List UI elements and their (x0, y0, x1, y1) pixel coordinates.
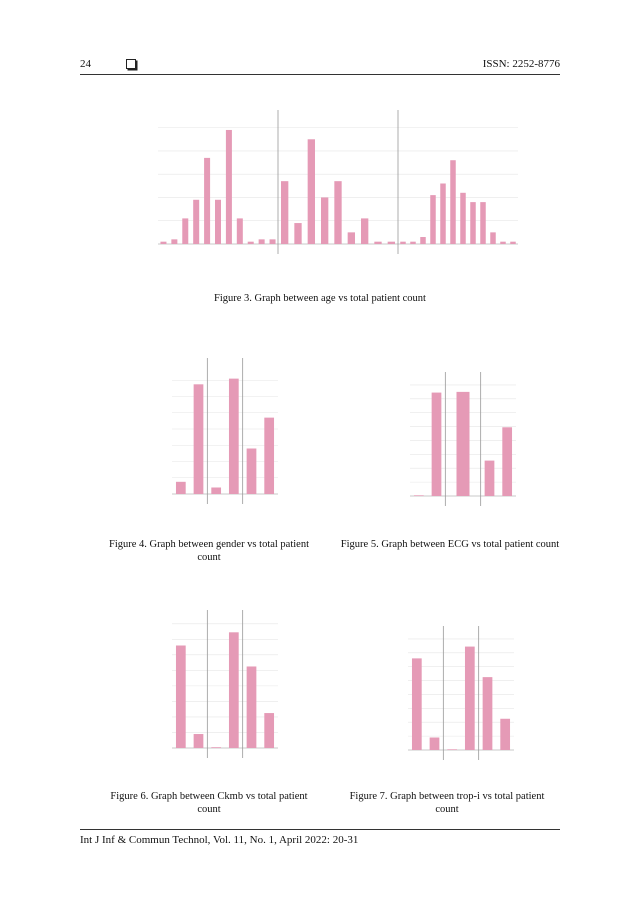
square-bullet-icon (126, 59, 136, 69)
bar (410, 241, 416, 244)
bar (228, 378, 239, 494)
bar (160, 241, 167, 244)
bar (258, 239, 265, 244)
bar (361, 218, 369, 244)
bar (294, 223, 302, 244)
caption-fig7: Figure 7. Graph between trop-i vs total … (336, 790, 558, 816)
chart-gender (172, 358, 278, 504)
caption-fig7-line1: Figure 7. Graph between trop-i vs total … (349, 791, 545, 802)
bar (334, 181, 342, 244)
bar (411, 658, 422, 750)
bar (490, 232, 496, 244)
page-number: 24 (80, 58, 91, 70)
bar (430, 195, 436, 244)
chart-tropi (408, 626, 514, 760)
caption-fig6-line2: count (197, 804, 221, 815)
bar (460, 192, 466, 244)
footer-rule (80, 829, 560, 830)
bar (193, 734, 204, 748)
bar (204, 157, 211, 244)
bar (321, 197, 329, 244)
bar (440, 183, 446, 244)
bar (470, 202, 476, 244)
bar (236, 218, 243, 244)
bar (171, 239, 178, 244)
bar (482, 677, 493, 750)
caption-fig6: Figure 6. Graph between Ckmb vs total pa… (98, 790, 320, 816)
bar (484, 460, 495, 496)
caption-fig4-line2: count (197, 552, 221, 563)
bar (246, 666, 257, 748)
bar (225, 129, 232, 244)
header-rule (80, 74, 560, 75)
bar (450, 160, 456, 244)
footer-citation: Int J Inf & Commun Technol, Vol. 11, No.… (80, 834, 359, 846)
bar (228, 632, 239, 748)
bar (182, 218, 189, 244)
chart-age (158, 110, 518, 254)
caption-fig5: Figure 5. Graph between ECG vs total pat… (340, 539, 560, 550)
bar (387, 241, 395, 244)
bar (400, 241, 406, 244)
chart-ckmb (172, 610, 278, 758)
bar (193, 199, 200, 244)
caption-fig4-line1: Figure 4. Graph between gender vs total … (108, 539, 310, 550)
bar (413, 495, 424, 496)
bar (500, 718, 511, 750)
bar (510, 241, 516, 244)
bar (246, 448, 257, 494)
issn-label: ISSN: 2252-8776 (482, 58, 560, 70)
bar (480, 202, 486, 244)
bar (456, 391, 470, 496)
bar (464, 646, 475, 750)
bar (175, 481, 186, 494)
bar (175, 645, 186, 748)
bar (502, 427, 513, 496)
bar (215, 199, 221, 244)
page-header: 24 ISSN: 2252-8776 (80, 58, 560, 72)
caption-fig4: Figure 4. Graph between gender vs total … (98, 538, 320, 564)
bar (429, 737, 440, 750)
caption-fig7-line2: count (435, 804, 459, 815)
bar (193, 384, 204, 494)
bar (447, 749, 458, 750)
bar (307, 139, 315, 244)
bar (211, 487, 222, 494)
caption-fig6-line1: Figure 6. Graph between Ckmb vs total pa… (110, 791, 308, 802)
bar (431, 392, 442, 496)
bar (420, 237, 426, 244)
chart-ecg (410, 372, 516, 506)
bar (269, 239, 276, 244)
bar (500, 241, 506, 244)
bar (264, 713, 275, 748)
bar (264, 417, 275, 494)
bar (281, 181, 289, 244)
caption-fig3: Figure 3. Graph between age vs total pat… (214, 293, 426, 304)
bar (247, 241, 254, 244)
bar (211, 747, 222, 748)
bar (374, 241, 382, 244)
bar (347, 232, 355, 244)
